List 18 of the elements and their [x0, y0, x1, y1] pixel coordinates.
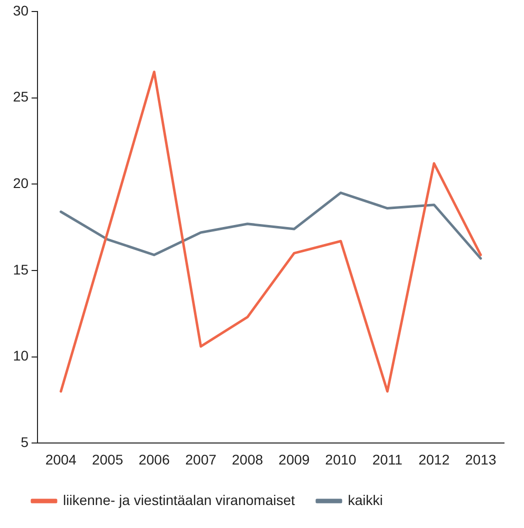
- y-tick-label: 30: [12, 2, 29, 18]
- x-tick-label: 2007: [185, 451, 217, 468]
- y-tick-label: 10: [12, 348, 29, 364]
- x-tick-label: 2011: [372, 451, 403, 468]
- y-tick-label: 15: [12, 261, 29, 278]
- x-tick-label: 2004: [45, 451, 77, 468]
- y-tick-label: 20: [12, 174, 29, 191]
- x-tick-label: 2008: [232, 451, 264, 468]
- legend-label: liikenne- ja viestintäalan viranomaiset: [63, 492, 296, 508]
- y-tick-label: 25: [12, 88, 29, 105]
- y-tick-label: 5: [20, 434, 29, 450]
- x-tick-label: 2012: [418, 451, 450, 468]
- x-tick-label: 2006: [138, 451, 170, 468]
- x-tick-label: 2010: [325, 451, 357, 468]
- legend-label: kaikki: [348, 492, 383, 508]
- x-tick-label: 2005: [92, 451, 124, 468]
- x-tick-label: 2009: [278, 451, 310, 468]
- x-tick-label: 2013: [465, 451, 496, 468]
